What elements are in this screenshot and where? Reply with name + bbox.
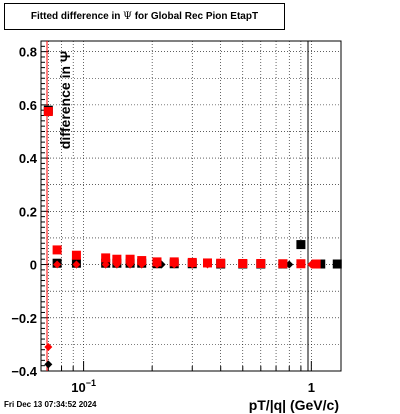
data-point-diamond: [112, 260, 121, 269]
y-tick-label: 0.4: [19, 151, 38, 166]
y-tick-label: −0.4: [11, 364, 37, 379]
data-point-diamond: [137, 260, 146, 269]
axes: −0.4 −0.2 0 0.2 0.4 0.6 0.8 10−1 1: [11, 40, 342, 395]
data-point-diamond: [278, 260, 287, 269]
y-tick-label: 0.8: [19, 45, 37, 60]
data-point-diamond: [256, 260, 265, 269]
data-point-diamond: [101, 260, 110, 269]
data-point-diamond: [44, 343, 53, 352]
data-point-square: [316, 259, 326, 269]
y-tick-label: 0.2: [19, 204, 37, 219]
x-tick-label-base: 1: [308, 380, 315, 395]
data-point-diamond: [170, 260, 179, 269]
plot-frame: [40, 40, 342, 372]
chart-title-suffix: for Global Rec Pion EtapT: [131, 11, 259, 22]
data-point-diamond: [216, 260, 225, 269]
x-tick-label-exponent: −1: [86, 378, 96, 388]
data-point-square: [112, 254, 122, 264]
chart-title-box: Fitted difference in Ψ for Global Rec Pi…: [4, 3, 285, 30]
data-point-square: [71, 250, 81, 260]
data-point-square: [43, 107, 53, 117]
x-tick-label-base: 10: [71, 380, 85, 395]
y-tick-label: 0.6: [19, 98, 37, 113]
data-point-square: [296, 240, 306, 250]
chart-title-prefix: Fitted difference in: [30, 11, 124, 22]
timestamp: Fri Dec 13 07:34:52 2024: [4, 400, 97, 409]
data-point-diamond: [188, 260, 197, 269]
psi-symbol: Ψ: [123, 11, 132, 22]
x-tick-label: 10−1: [71, 378, 96, 395]
y-tick-label: −0.2: [11, 311, 37, 326]
data-point-square: [332, 259, 342, 269]
data-point-diamond: [238, 260, 247, 269]
y-tick-label: 0: [30, 258, 37, 273]
data-point-square: [52, 245, 62, 255]
data-point-diamond: [44, 360, 53, 369]
data-point-diamond: [296, 260, 305, 269]
y-axis-label: difference in Ψ: [57, 51, 73, 149]
data-point-diamond: [72, 260, 81, 269]
data-point-diamond: [126, 260, 135, 269]
x-axis-label: pT/|q| (GeV/c): [249, 397, 339, 413]
data-point-diamond: [53, 260, 62, 269]
data-point-diamond: [307, 260, 316, 269]
data-point-diamond: [152, 260, 161, 269]
data-point-square: [125, 254, 135, 264]
data-point-diamond: [203, 260, 212, 269]
data-point-square: [101, 253, 111, 263]
data-points: [43, 105, 342, 369]
x-tick-label: 1: [308, 380, 315, 395]
data-point-square: [311, 259, 321, 269]
grid-lines: [41, 41, 341, 372]
